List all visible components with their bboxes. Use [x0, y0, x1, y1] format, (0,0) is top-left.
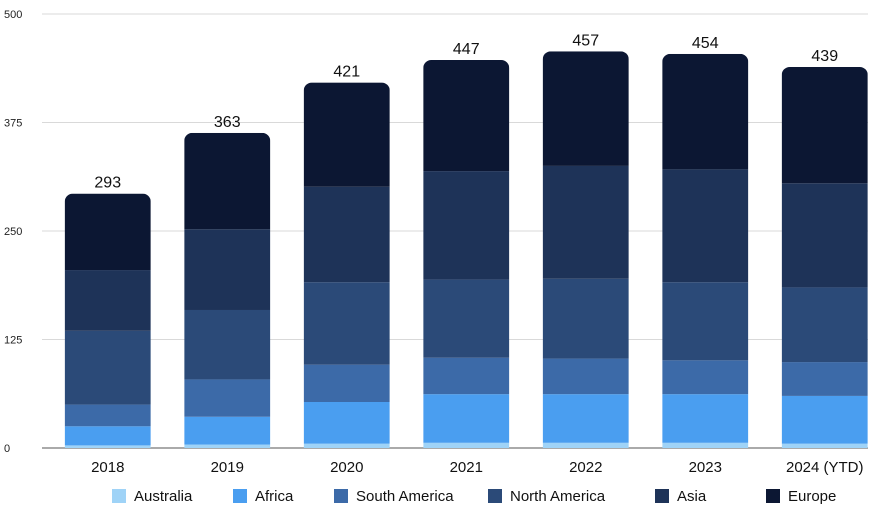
bar-segment-australia [542, 442, 629, 448]
legend-label: South America [356, 488, 454, 505]
bar-total-label: 457 [572, 32, 599, 49]
legend-label: Africa [255, 488, 294, 505]
legend-label: Europe [788, 488, 836, 505]
bar-segment-asia [184, 229, 271, 310]
bar-total-label: 421 [333, 64, 360, 81]
bar-total-label: 454 [692, 35, 719, 52]
bar-total-label: 447 [453, 41, 480, 58]
bar-segment-europe [303, 82, 390, 187]
bar-group-2019 [184, 132, 271, 448]
bar-segment-north-america [542, 278, 629, 359]
x-tick-label: 2023 [689, 459, 722, 476]
bar-group-2018 [64, 193, 151, 448]
bar-segment-africa [303, 401, 390, 444]
bar-segment-south-america [423, 357, 510, 395]
bar-segment-australia [423, 442, 510, 448]
bar-segment-south-america [184, 379, 271, 417]
x-tick-label: 2020 [330, 459, 363, 476]
bar-segment-europe [542, 51, 629, 166]
legend: Australia Africa South America North Americ… [112, 488, 836, 505]
bar-segment-north-america [303, 282, 390, 365]
bar-segment-africa [184, 416, 271, 445]
bar-segment-australia [781, 443, 868, 448]
bar-segment-africa [423, 394, 510, 443]
bar-segment-asia [662, 169, 749, 283]
bar-segment-south-america [662, 360, 749, 395]
y-tick-label: 375 [4, 118, 22, 130]
legend-label: North America [510, 488, 606, 505]
legend-swatch-north-america [488, 489, 502, 503]
bar-group-2024-ytd- [781, 66, 868, 448]
bar-segment-europe [184, 132, 271, 230]
bar-segment-africa [542, 394, 629, 443]
bar-segment-asia [303, 186, 390, 283]
bar-segment-asia [781, 183, 868, 288]
y-tick-label: 500 [4, 9, 22, 21]
bar-segment-australia [184, 444, 271, 448]
bar-segment-north-america [64, 330, 151, 405]
y-tick-label: 250 [4, 226, 22, 238]
bar-segment-europe [662, 53, 749, 170]
bar-segment-south-america [781, 362, 868, 396]
x-tick-label: 2021 [450, 459, 483, 476]
bar-segment-north-america [781, 287, 868, 363]
bar-total-label: 439 [811, 48, 838, 65]
x-tick-label: 2019 [211, 459, 244, 476]
bar-segment-europe [64, 193, 151, 271]
bar-group-2023 [662, 53, 749, 448]
bar-segment-australia [662, 442, 749, 448]
bar-segment-north-america [662, 282, 749, 361]
bar-segment-asia [423, 171, 510, 280]
bar-segment-australia [303, 443, 390, 448]
bar-segment-north-america [423, 279, 510, 358]
bar-segment-asia [64, 270, 151, 331]
y-tick-label: 125 [4, 335, 22, 347]
bar-segment-asia [542, 165, 629, 279]
bar-group-2020 [303, 82, 390, 448]
legend-swatch-africa [233, 489, 247, 503]
bar-segment-africa [64, 426, 151, 446]
bar-group-2022 [542, 51, 629, 448]
legend-swatch-australia [112, 489, 126, 503]
bar-total-label: 293 [94, 175, 121, 192]
bar-segment-africa [781, 395, 868, 444]
bar-segment-europe [781, 66, 868, 184]
bar-segment-africa [662, 394, 749, 443]
legend-label: Australia [134, 488, 193, 505]
legend-label: Asia [677, 488, 707, 505]
x-tick-label: 2018 [91, 459, 124, 476]
legend-swatch-asia [655, 489, 669, 503]
x-tick-label: 2024 (YTD) [786, 459, 864, 476]
legend-swatch-europe [766, 489, 780, 503]
bar-group-2021 [423, 60, 510, 448]
legend-swatch-south-america [334, 489, 348, 503]
bar-segment-australia [64, 445, 151, 448]
bar-segment-europe [423, 60, 510, 172]
bar-segment-south-america [542, 358, 629, 395]
y-tick-label: 0 [4, 443, 10, 455]
bar-segment-south-america [303, 364, 390, 402]
bar-segment-south-america [64, 404, 151, 427]
bar-total-label: 363 [214, 114, 241, 131]
x-tick-label: 2022 [569, 459, 602, 476]
bar-segment-north-america [184, 309, 271, 380]
